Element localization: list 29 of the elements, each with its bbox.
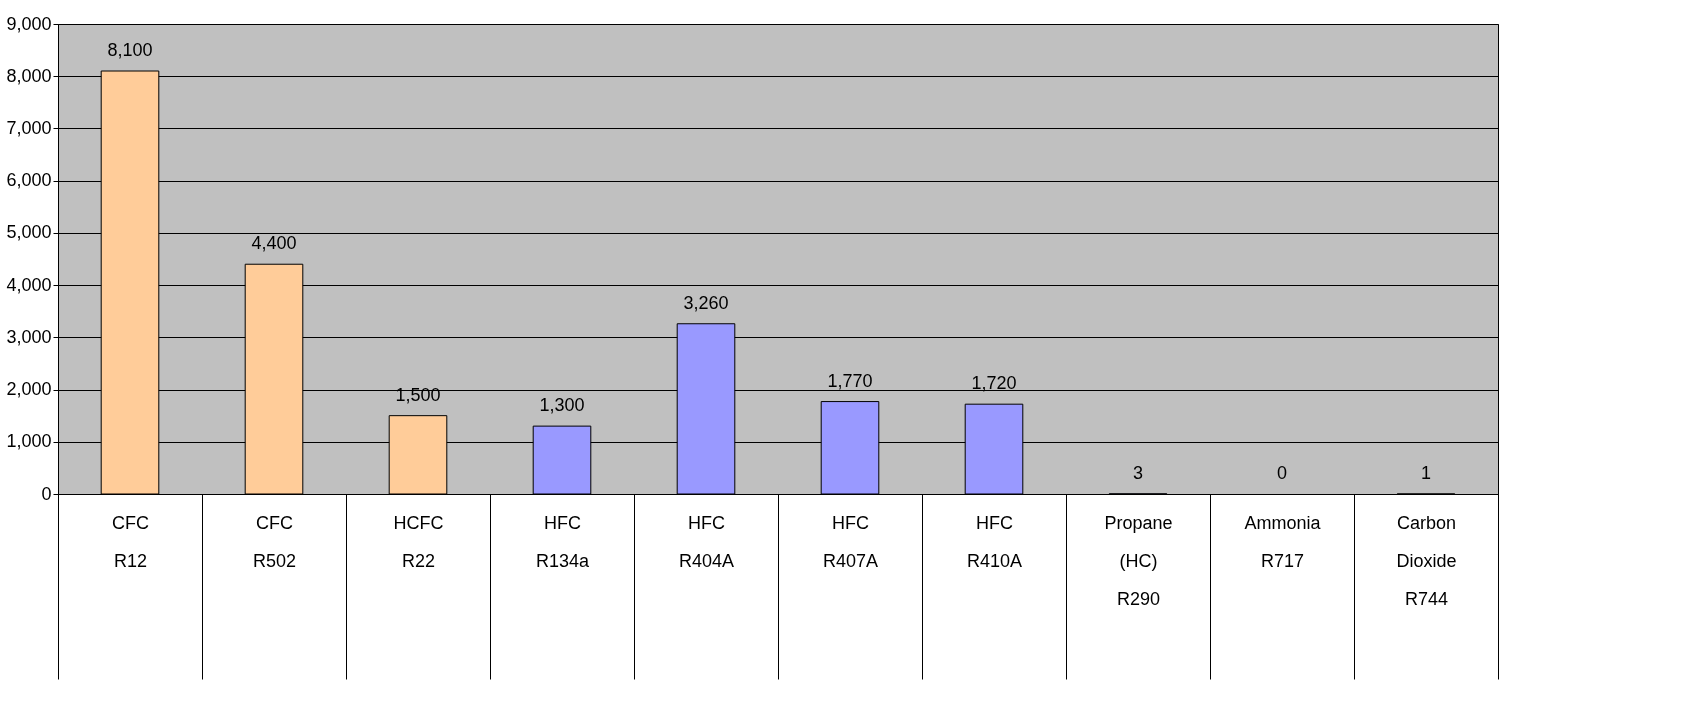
data-label: 1,770: [827, 370, 873, 391]
x-tick-label: CFC R12: [112, 512, 149, 571]
x-tick-label: HFC R410A: [966, 512, 1023, 571]
y-tick-label: 1,000: [6, 431, 52, 452]
x-tick-label: HFC R407A: [822, 512, 879, 571]
y-tick-label: 9,000: [6, 13, 52, 34]
data-label: 4,400: [251, 233, 297, 254]
data-label: 1: [1420, 462, 1432, 483]
x-tick-label: Carbon Dioxide R744: [1396, 512, 1457, 609]
y-tick-label: 7,000: [6, 117, 52, 138]
data-label: 3,260: [683, 292, 729, 313]
data-label: 0: [1276, 463, 1288, 483]
y-tick-label: 3,000: [6, 326, 52, 347]
data-label: 8,100: [107, 40, 153, 60]
x-tick-label: HCFC R22: [393, 512, 444, 571]
data-label: 1,300: [539, 395, 585, 416]
x-tick-label: HFC R134a: [535, 512, 591, 571]
data-label: 1,720: [971, 373, 1017, 394]
x-tick-label: CFC R502: [252, 512, 297, 571]
x-tick-label: Propane (HC) R290: [1104, 512, 1173, 609]
y-tick-label: 5,000: [6, 222, 52, 243]
x-tick-label: HFC R404A: [678, 512, 735, 571]
y-tick-label: 6,000: [6, 170, 52, 191]
x-tick-label: Ammonia R717: [1244, 512, 1322, 571]
y-tick-label: 2,000: [6, 379, 52, 400]
y-tick-label: 4,000: [6, 274, 52, 295]
y-tick-label: 8,000: [6, 65, 52, 86]
y-tick-label: 0: [41, 483, 52, 504]
data-label: 3: [1132, 462, 1144, 483]
